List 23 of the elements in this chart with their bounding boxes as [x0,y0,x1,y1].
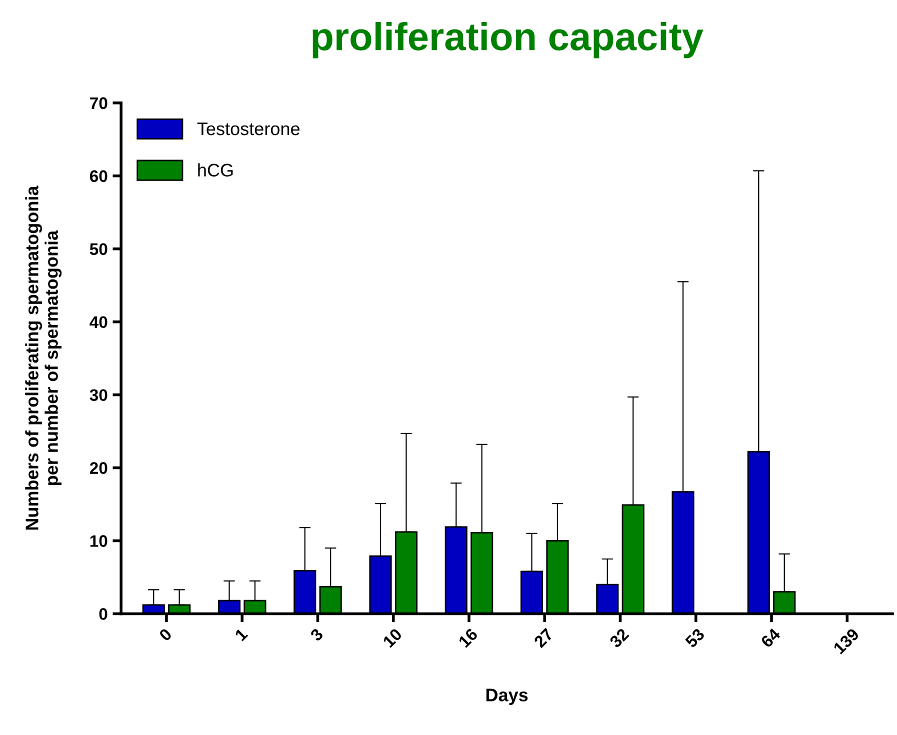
x-tick-label: 27 [533,628,554,648]
x-tick-label: 1 [234,628,248,642]
legend-label: hCG [198,163,233,177]
x-axis-title: Days [486,688,528,705]
x-tick-label: 0 [158,628,172,642]
y-tick-label: 30 [90,389,108,402]
x-tick-label: 16 [458,628,478,648]
y-tick-label: 40 [90,316,108,328]
x-tick-label: 3 [310,628,324,642]
y-tick-label: 10 [90,535,108,547]
x-tick-label: 139 [832,628,860,655]
y-tick-label: 60 [90,170,108,182]
x-tick-label: 32 [608,628,630,648]
y-tick-label: 50 [90,243,108,256]
y-axis-title: Numbers of proliferating spermatogonia per number of spermatogonia [25,186,62,530]
chart-title: proliferation capacity [312,22,704,58]
x-tick-label: 53 [684,628,706,648]
x-tick-label: 64 [760,627,782,648]
y-tick-label: 20 [90,462,108,474]
y-tick-label: 70 [90,97,108,110]
legend-label: Testosterone [197,122,300,136]
x-tick-label: 10 [382,628,403,648]
y-tick-label: 0 [99,608,108,620]
